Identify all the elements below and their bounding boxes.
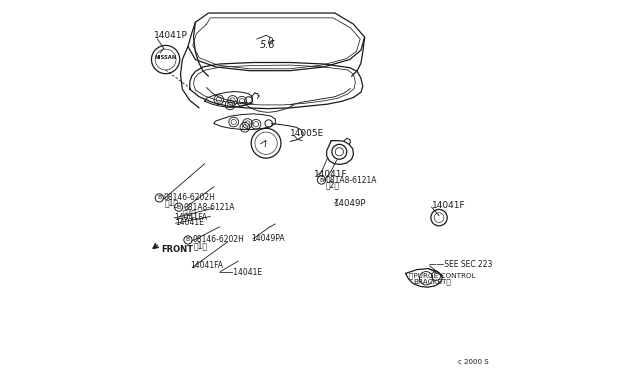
Text: B: B [319, 177, 324, 183]
Text: B: B [157, 195, 161, 201]
Text: （1）: （1） [193, 241, 207, 250]
Text: 14041P: 14041P [154, 31, 188, 40]
Text: c 2000 S: c 2000 S [458, 359, 489, 365]
Text: 14049P: 14049P [333, 199, 365, 208]
Text: 14041FA: 14041FA [174, 213, 207, 222]
Text: 08146-6202H: 08146-6202H [164, 193, 216, 202]
Text: BRACKET）: BRACKET） [413, 278, 451, 285]
Text: （PURGE CONTROL: （PURGE CONTROL [408, 272, 475, 279]
Text: FRONT: FRONT [161, 245, 193, 254]
Text: 081A8-6121A: 081A8-6121A [326, 176, 378, 185]
Text: NISSAN: NISSAN [154, 55, 177, 60]
Text: 14041F: 14041F [431, 201, 465, 210]
Text: B: B [177, 205, 180, 210]
Text: ——14041E: ——14041E [219, 268, 263, 277]
Text: 14005E: 14005E [291, 129, 324, 138]
Text: 08146-6202H: 08146-6202H [193, 235, 244, 244]
Text: 14049PA: 14049PA [252, 234, 285, 243]
Text: （1）: （1） [165, 199, 179, 208]
Text: 5.6: 5.6 [260, 40, 276, 49]
Text: 14041F: 14041F [314, 170, 348, 179]
Text: ——SEE SEC.223: ——SEE SEC.223 [429, 260, 492, 269]
Text: B: B [186, 237, 190, 243]
Text: 14041E: 14041E [175, 218, 204, 227]
Text: （2）: （2） [182, 208, 196, 217]
Text: （2）: （2） [326, 181, 340, 190]
Text: 081A8-6121A: 081A8-6121A [183, 203, 235, 212]
Text: 14041FA: 14041FA [191, 262, 223, 270]
